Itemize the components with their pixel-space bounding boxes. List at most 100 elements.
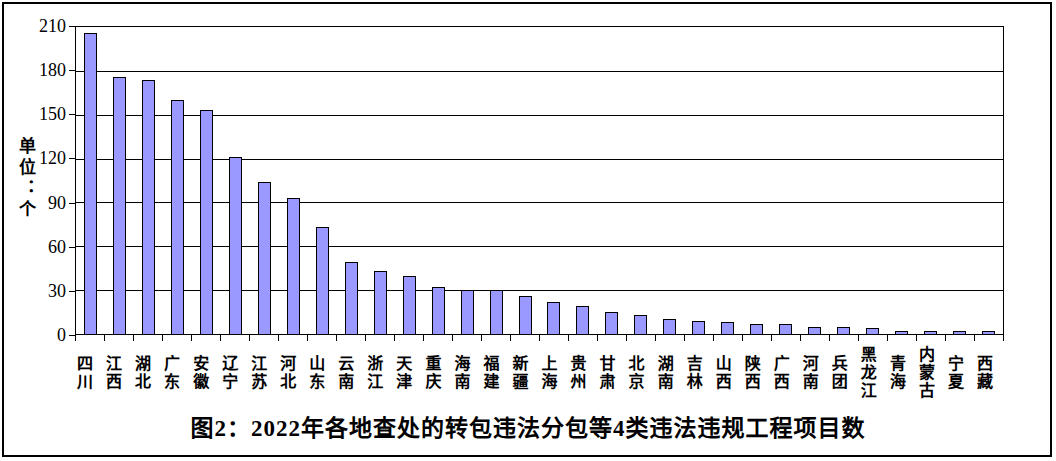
x-tick-mark: [539, 335, 568, 341]
x-label-福建: 福建: [481, 344, 510, 402]
bar-slot: [655, 27, 684, 334]
bar-slot: [916, 27, 945, 334]
bar-slot: [800, 27, 829, 334]
x-tick-mark: [249, 335, 278, 341]
bar-slot: [974, 27, 1003, 334]
x-label-新疆: 新疆: [510, 344, 539, 402]
x-label-浙江: 浙江: [365, 344, 394, 402]
x-label-四川: 四川: [75, 344, 104, 402]
x-label-江西: 江西: [104, 344, 133, 402]
x-label-河南: 河南: [801, 344, 830, 402]
bar-slot: [192, 27, 221, 334]
chart-figure: 单位：个 0306090120150180210 四川江西湖北广东安徽辽宁江苏河…: [0, 0, 1056, 461]
bar-甘肃: [605, 312, 618, 334]
x-tick-mark: [945, 335, 974, 341]
x-tick-mark: [481, 335, 510, 341]
bar-浙江: [374, 271, 387, 334]
bar-辽宁: [229, 157, 242, 334]
x-label-辽宁: 辽宁: [220, 344, 249, 402]
x-tick-mark: [220, 335, 249, 341]
y-tick-label: 150: [0, 104, 66, 124]
x-label-吉林: 吉林: [685, 344, 714, 402]
bar-天津: [403, 276, 416, 334]
x-tick-mark: [684, 335, 713, 341]
bar-slot: [221, 27, 250, 334]
bar-slot: [887, 27, 916, 334]
bar-slot: [105, 27, 134, 334]
x-tick-mark: [394, 335, 423, 341]
x-label-山西: 山西: [714, 344, 743, 402]
bar-青海: [895, 331, 908, 334]
bar-湖南: [663, 319, 676, 334]
bar-slot: [424, 27, 453, 334]
x-label-宁夏: 宁夏: [946, 344, 975, 402]
x-label-甘肃: 甘肃: [598, 344, 627, 402]
bar-宁夏: [953, 331, 966, 334]
bar-湖北: [142, 80, 155, 334]
chart-title: 图2：2022年各地查处的转包违法分包等4类违法违规工程项目数: [0, 409, 1056, 443]
bar-slot: [482, 27, 511, 334]
x-label-河北: 河北: [278, 344, 307, 402]
x-axis-labels: 四川江西湖北广东安徽辽宁江苏河北山东云南浙江天津重庆海南福建新疆上海贵州甘肃北京…: [75, 344, 1004, 402]
x-label-北京: 北京: [627, 344, 656, 402]
bar-slot: [76, 27, 105, 334]
y-tick-label: 120: [0, 148, 66, 168]
x-label-湖北: 湖北: [133, 344, 162, 402]
bar-海南: [461, 290, 474, 334]
x-tick-mark: [133, 335, 162, 341]
bar-陕西: [750, 324, 763, 334]
bar-新疆: [519, 296, 532, 334]
bar-slot: [511, 27, 540, 334]
x-label-重庆: 重庆: [423, 344, 452, 402]
x-label-海南: 海南: [452, 344, 481, 402]
bar-上海: [547, 302, 560, 334]
bar-slot: [395, 27, 424, 334]
x-tick-mark: [423, 335, 452, 341]
x-tick-mark: [887, 335, 916, 341]
x-tick-mark: [713, 335, 742, 341]
bar-江西: [113, 77, 126, 334]
bar-安徽: [200, 110, 213, 334]
bar-slot: [308, 27, 337, 334]
bar-四川: [84, 33, 97, 334]
x-label-兵团: 兵团: [830, 344, 859, 402]
bar-广西: [779, 324, 792, 334]
bar-广东: [171, 100, 184, 334]
bar-slot: [163, 27, 192, 334]
bar-北京: [634, 315, 647, 334]
bars-container: [76, 27, 1003, 334]
bar-slot: [626, 27, 655, 334]
x-label-湖南: 湖南: [656, 344, 685, 402]
x-tick-mark: [858, 335, 887, 341]
bar-山西: [721, 322, 734, 334]
x-label-安徽: 安徽: [191, 344, 220, 402]
y-tick-label: 0: [0, 325, 66, 345]
bar-slot: [453, 27, 482, 334]
x-tick-mark: [742, 335, 771, 341]
bar-河南: [808, 327, 821, 334]
bar-河北: [287, 198, 300, 334]
bar-内蒙古: [924, 331, 937, 334]
bar-slot: [134, 27, 163, 334]
bar-贵州: [576, 306, 589, 334]
bar-slot: [684, 27, 713, 334]
bar-slot: [597, 27, 626, 334]
x-tick-mark: [597, 335, 626, 341]
bar-山东: [316, 227, 329, 334]
bar-slot: [713, 27, 742, 334]
x-tick-mark: [365, 335, 394, 341]
bar-slot: [945, 27, 974, 334]
bar-slot: [250, 27, 279, 334]
x-tick-mark: [510, 335, 539, 341]
bar-slot: [858, 27, 887, 334]
x-tick-mark: [162, 335, 191, 341]
bar-西藏: [982, 331, 995, 334]
x-tick-mark: [75, 335, 104, 341]
x-tick-mark: [974, 335, 1003, 341]
x-label-贵州: 贵州: [569, 344, 598, 402]
x-label-西藏: 西藏: [975, 344, 1004, 402]
bar-江苏: [258, 182, 271, 334]
x-axis-tick-marks: [75, 335, 1004, 341]
y-tick-label: 180: [0, 60, 66, 80]
x-label-山东: 山东: [307, 344, 336, 402]
